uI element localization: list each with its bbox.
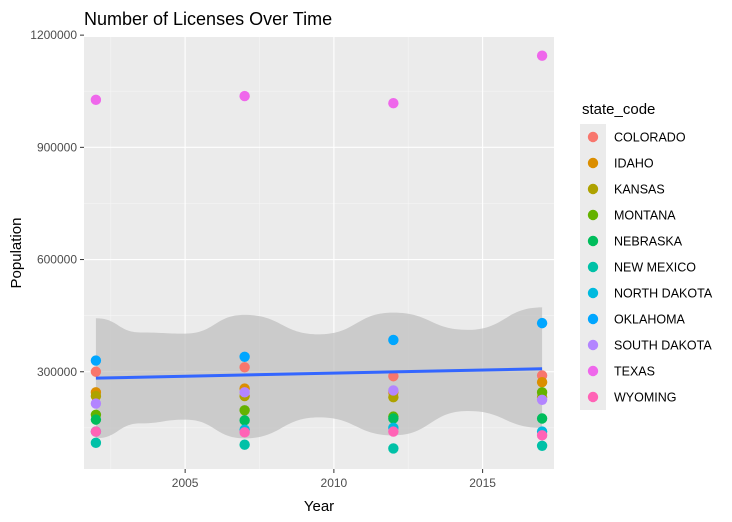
data-point bbox=[536, 50, 548, 61]
data-point bbox=[90, 390, 102, 402]
chart-title: Number of Licenses Over Time bbox=[84, 9, 332, 29]
data-point bbox=[388, 443, 399, 454]
legend-label: NEW MEXICO bbox=[614, 261, 696, 275]
legend-label: SOUTH DAKOTA bbox=[614, 339, 712, 353]
data-point bbox=[90, 426, 102, 437]
legend-key bbox=[587, 339, 599, 351]
legend-key bbox=[587, 183, 599, 195]
legend-title: state_code bbox=[582, 101, 655, 118]
trend-line bbox=[95, 367, 543, 380]
x-tick-label: 2015 bbox=[469, 476, 496, 490]
data-point bbox=[388, 371, 399, 382]
legend-label: TEXAS bbox=[614, 365, 655, 379]
data-point bbox=[536, 317, 548, 329]
legend-label: NORTH DAKOTA bbox=[614, 287, 713, 301]
y-axis-title: Population bbox=[8, 218, 25, 289]
data-point bbox=[239, 362, 250, 373]
data-point bbox=[239, 405, 250, 416]
y-tick-label: 600000 bbox=[37, 253, 77, 267]
legend-key bbox=[587, 391, 599, 403]
data-point bbox=[536, 413, 548, 424]
legend-label: KANSAS bbox=[614, 183, 665, 197]
legend-key bbox=[587, 157, 599, 169]
legend-key bbox=[587, 261, 599, 273]
x-axis-title: Year bbox=[304, 498, 334, 515]
legend-label: COLORADO bbox=[614, 131, 686, 145]
data-point bbox=[388, 413, 399, 424]
x-tick-label: 2010 bbox=[321, 476, 348, 490]
data-point bbox=[388, 385, 399, 396]
legend: COLORADO IDAHO KANSAS MONTANA NEBRASKA NEW ME… bbox=[580, 124, 713, 410]
legend-key bbox=[587, 235, 599, 247]
data-point bbox=[388, 334, 399, 346]
data-point bbox=[239, 90, 250, 102]
data-point bbox=[536, 387, 548, 398]
data-point bbox=[536, 377, 548, 388]
legend-label: IDAHO bbox=[614, 157, 654, 171]
y-tick-label: 300000 bbox=[37, 365, 77, 379]
legend-label: MONTANA bbox=[614, 209, 676, 223]
data-point bbox=[239, 439, 250, 450]
data-point bbox=[90, 355, 102, 366]
data-point bbox=[388, 98, 399, 109]
data-point bbox=[90, 398, 102, 409]
legend-key bbox=[587, 365, 599, 377]
y-axis-ticks: 300000 600000 900000 1200000 bbox=[30, 28, 84, 379]
data-point bbox=[90, 414, 102, 425]
legend-label: OKLAHOMA bbox=[614, 313, 686, 327]
data-point bbox=[536, 440, 548, 452]
legend-label: NEBRASKA bbox=[614, 235, 683, 249]
data-points bbox=[90, 50, 548, 454]
data-point bbox=[90, 366, 102, 377]
x-axis-ticks: 2005 2010 2015 bbox=[172, 469, 496, 490]
x-tick-label: 2005 bbox=[172, 476, 199, 490]
legend-key bbox=[587, 209, 599, 221]
legend-key bbox=[587, 131, 599, 143]
data-point bbox=[536, 394, 548, 406]
y-tick-label: 900000 bbox=[37, 140, 77, 154]
legend-key bbox=[587, 287, 599, 299]
data-point bbox=[239, 415, 250, 426]
data-point bbox=[90, 437, 102, 449]
data-point bbox=[388, 426, 399, 437]
data-point bbox=[536, 430, 548, 441]
y-tick-label: 1200000 bbox=[30, 28, 77, 42]
data-point bbox=[239, 427, 250, 438]
legend-key bbox=[587, 313, 599, 325]
data-point bbox=[90, 94, 102, 106]
data-point bbox=[239, 351, 250, 362]
legend-label: WYOMING bbox=[614, 391, 677, 405]
data-point bbox=[239, 387, 250, 398]
